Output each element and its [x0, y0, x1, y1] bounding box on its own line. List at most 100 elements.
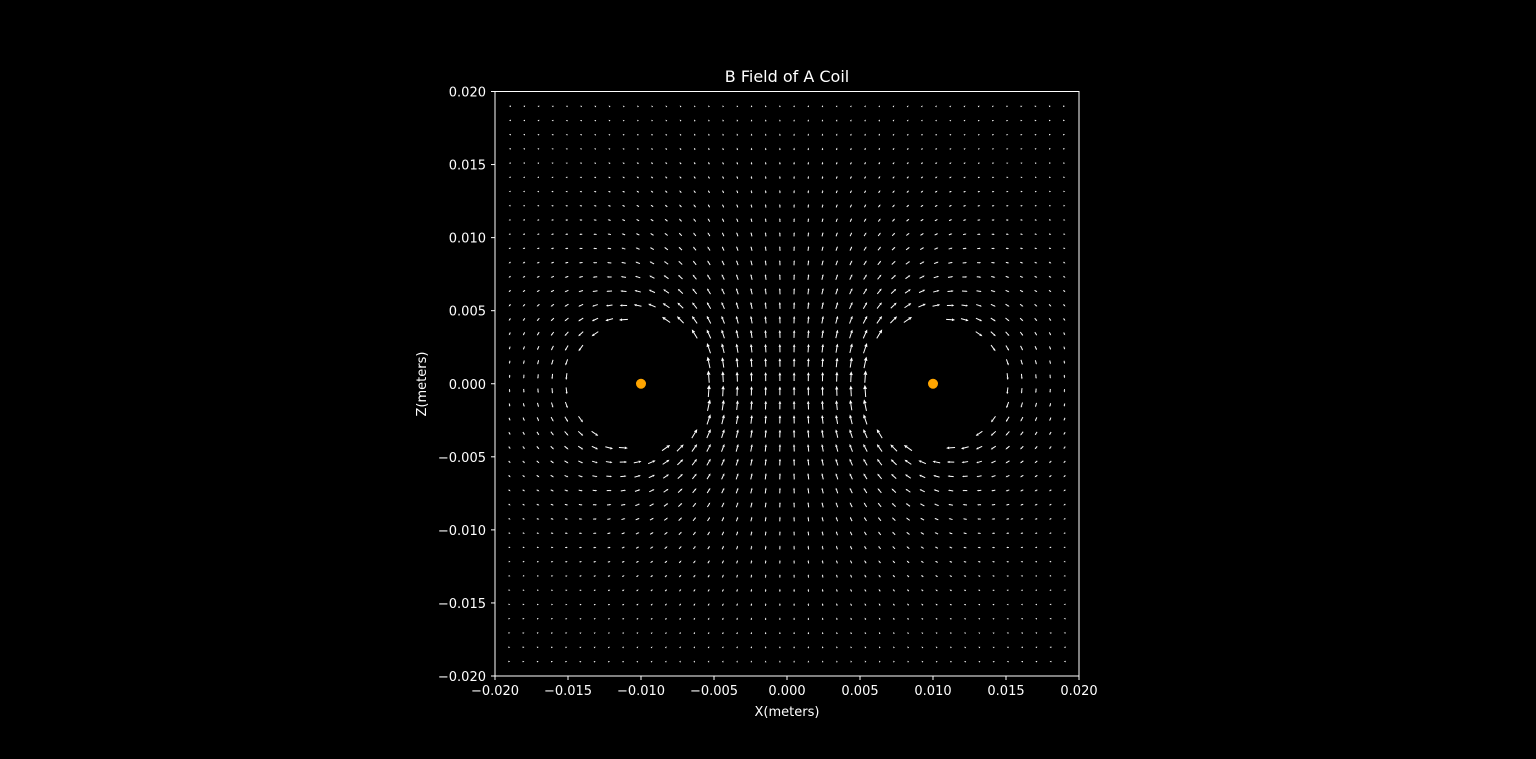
field-arrow	[636, 660, 639, 663]
field-arrow	[764, 545, 767, 550]
field-arrow	[1005, 416, 1010, 422]
field-arrow	[849, 218, 852, 222]
field-arrow	[764, 260, 767, 266]
field-arrow	[807, 588, 810, 592]
field-arrow	[721, 473, 725, 480]
field-arrow	[836, 631, 838, 635]
field-arrow	[1063, 475, 1066, 478]
field-arrow	[564, 345, 569, 351]
field-arrow	[864, 161, 866, 165]
field-arrow	[565, 162, 568, 165]
field-arrow	[537, 133, 540, 136]
field-arrow	[706, 488, 711, 494]
field-arrow	[721, 443, 725, 452]
field-arrow	[649, 532, 654, 535]
field-arrow	[578, 489, 583, 492]
field-arrow	[779, 588, 781, 592]
field-arrow	[537, 105, 540, 108]
field-arrow	[921, 646, 924, 649]
field-arrow	[949, 205, 952, 207]
field-arrow	[636, 632, 639, 635]
field-arrow	[975, 317, 983, 322]
field-arrow	[876, 329, 883, 339]
field-arrow	[662, 303, 670, 309]
field-arrow	[977, 233, 981, 236]
field-arrow	[836, 660, 838, 663]
field-arrow	[622, 618, 625, 620]
field-arrow	[891, 502, 896, 507]
field-arrow	[992, 176, 995, 179]
field-arrow	[636, 119, 639, 122]
field-arrow	[946, 318, 956, 322]
field-arrow	[523, 119, 526, 122]
field-arrow	[793, 646, 795, 649]
field-arrow	[750, 302, 753, 309]
field-arrow	[835, 487, 839, 494]
field-arrow	[876, 288, 882, 295]
field-arrow	[1063, 204, 1066, 207]
field-arrow	[721, 516, 725, 522]
field-arrow	[807, 617, 810, 620]
field-arrow	[1034, 546, 1038, 549]
field-arrow	[649, 261, 655, 265]
field-arrow	[649, 247, 655, 251]
field-arrow	[992, 632, 995, 635]
field-arrow	[649, 517, 654, 521]
field-arrow	[977, 119, 980, 122]
field-arrow	[764, 246, 767, 251]
field-arrow	[779, 487, 781, 494]
field-arrow	[864, 617, 867, 620]
field-arrow	[1049, 204, 1052, 207]
field-arrow	[764, 415, 768, 424]
field-arrow	[764, 274, 767, 280]
field-arrow	[621, 561, 625, 563]
field-arrow	[551, 560, 554, 563]
field-arrow	[564, 303, 569, 307]
field-arrow	[551, 190, 554, 193]
field-arrow	[635, 532, 640, 535]
field-arrow	[849, 232, 852, 237]
field-arrow	[792, 386, 796, 396]
field-arrow	[1005, 275, 1010, 278]
field-arrow	[537, 603, 539, 606]
field-arrow	[862, 329, 868, 339]
field-arrow	[620, 290, 627, 293]
y-tick-label: −0.010	[438, 524, 486, 539]
field-arrow	[750, 617, 753, 620]
field-arrow	[565, 632, 568, 634]
field-arrow	[949, 561, 953, 563]
field-arrow	[892, 574, 896, 578]
field-arrow	[693, 589, 696, 592]
field-arrow	[522, 460, 525, 464]
field-arrow	[694, 105, 696, 108]
field-arrow	[933, 289, 940, 293]
field-arrow	[580, 105, 583, 108]
field-arrow	[579, 219, 583, 221]
field-arrow	[579, 247, 583, 250]
field-arrow	[779, 559, 781, 564]
field-arrow	[650, 219, 654, 222]
field-arrow	[835, 204, 838, 208]
field-arrow	[864, 545, 867, 550]
field-arrow	[522, 275, 526, 278]
field-arrow	[920, 546, 924, 549]
field-arrow	[836, 560, 838, 564]
field-arrow	[593, 575, 597, 577]
field-arrow	[692, 302, 698, 309]
field-arrow	[977, 148, 980, 150]
field-arrow	[963, 176, 966, 179]
field-arrow	[1034, 133, 1037, 136]
field-arrow	[1048, 261, 1052, 264]
field-arrow	[836, 646, 838, 649]
field-arrow	[793, 588, 795, 592]
field-arrow	[918, 289, 926, 294]
field-arrow	[835, 458, 839, 466]
field-arrow	[508, 318, 511, 321]
field-arrow	[1020, 105, 1023, 108]
field-arrow	[949, 176, 952, 179]
field-arrow	[665, 105, 668, 108]
field-arrow	[978, 646, 981, 649]
field-arrow	[735, 516, 739, 522]
field-arrow	[806, 400, 810, 410]
field-arrow	[1020, 162, 1023, 164]
